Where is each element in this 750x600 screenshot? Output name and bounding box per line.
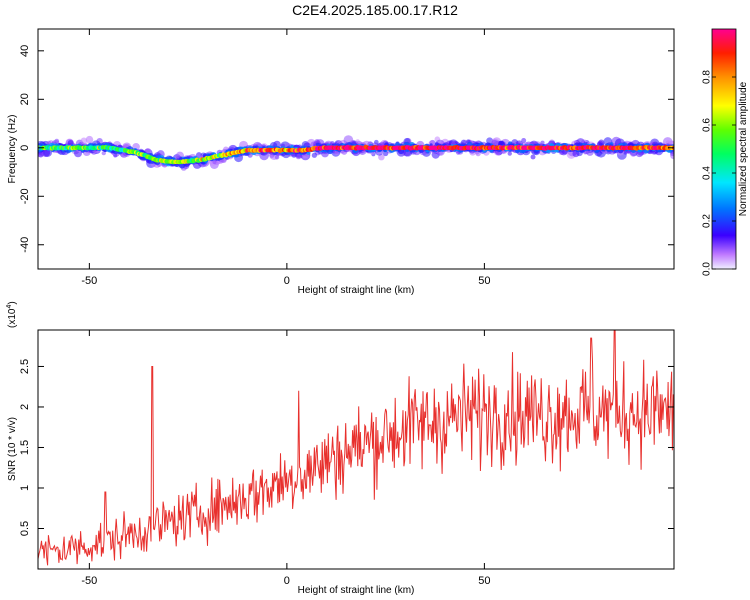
colorbar-tick-label: 0.6 bbox=[702, 118, 713, 132]
colorbar: 0.0 0.2 0.4 0.6 0.8 Normalized spectral ampl… bbox=[702, 28, 749, 276]
spectrogram-y-tick-label: 0 bbox=[19, 145, 31, 151]
colorbar-tick-label: 0.8 bbox=[702, 70, 713, 84]
snr-y-tick-label: 1 bbox=[19, 485, 31, 491]
spectrogram-y-tick-label: -20 bbox=[19, 188, 31, 204]
snr-frame bbox=[37, 329, 675, 570]
spectrogram-frame bbox=[37, 28, 675, 270]
spectrogram-y-label: Frequency (Hz) bbox=[7, 115, 18, 184]
colorbar-gradient bbox=[711, 28, 737, 270]
spectrogram-x-tick-label: -50 bbox=[81, 275, 97, 287]
spectrogram-cell bbox=[295, 153, 302, 160]
spectrogram-cell bbox=[355, 139, 360, 144]
spectrogram-panel: -50 0 50 -40 -20 0 20 40 Height of straight lin… bbox=[7, 28, 675, 296]
spectrogram-cell bbox=[80, 137, 88, 145]
spectrogram-cell bbox=[85, 135, 94, 144]
spectrogram-cell bbox=[290, 144, 294, 149]
figure-title: C2E4.2025.185.00.17.R12 bbox=[292, 2, 458, 18]
spectrogram-y-tick-label: -40 bbox=[19, 237, 31, 253]
spectrogram-cell bbox=[311, 152, 318, 158]
spectrogram-y-tick-label: 20 bbox=[19, 93, 31, 105]
spectrogram-x-label: Height of straight line (km) bbox=[298, 285, 415, 296]
snr-y-label: SNR (10 * v/v) bbox=[7, 417, 18, 481]
spectrogram-axes: -50 0 50 -40 -20 0 20 40 bbox=[19, 29, 674, 287]
snr-y-tick-label: 2.5 bbox=[19, 359, 31, 374]
snr-axes: -50 0 50 0.5 1 1.5 2 2.5 bbox=[19, 330, 674, 587]
spectrogram-cell bbox=[507, 151, 512, 156]
snr-x-label: Height of straight line (km) bbox=[298, 585, 415, 596]
spectrogram-cell bbox=[489, 149, 494, 153]
spectrogram-y-tick-label: 40 bbox=[19, 45, 31, 57]
spectrogram-cell bbox=[521, 137, 527, 144]
snr-panel: -50 0 50 0.5 1 1.5 2 2.5 Height of straight lin… bbox=[6, 301, 675, 596]
snr-y-tick-label: 2 bbox=[19, 404, 31, 410]
spectrogram-cell bbox=[670, 151, 674, 160]
spectrogram-cell bbox=[475, 151, 481, 157]
colorbar-tick-label: 0.4 bbox=[702, 166, 713, 180]
spectrogram-cell bbox=[212, 160, 217, 165]
spectrogram-x-tick-label: 50 bbox=[478, 275, 490, 287]
spectrogram-x-tick-label: 0 bbox=[284, 275, 290, 287]
spectrogram-cell bbox=[274, 155, 280, 160]
snr-y-tick-label: 1.5 bbox=[19, 440, 31, 455]
spectrogram-cell bbox=[334, 150, 340, 156]
colorbar-tick-label: 0.2 bbox=[702, 214, 713, 228]
snr-y-multiplier: (x104) bbox=[6, 301, 18, 328]
snr-x-tick-label: 50 bbox=[478, 575, 490, 587]
snr-x-tick-label: 0 bbox=[284, 575, 290, 587]
spectrogram-cell bbox=[530, 154, 536, 160]
snr-y-tick-label: 0.5 bbox=[19, 521, 31, 536]
snr-x-tick-label: -50 bbox=[81, 575, 97, 587]
spectrogram-image bbox=[38, 135, 674, 171]
colorbar-label: Normalized spectral amplitude bbox=[738, 81, 749, 216]
snr-series-line bbox=[37, 329, 674, 566]
colorbar-ticks: 0.0 0.2 0.4 0.6 0.8 bbox=[702, 70, 736, 276]
colorbar-tick-label: 0.0 bbox=[702, 262, 713, 276]
